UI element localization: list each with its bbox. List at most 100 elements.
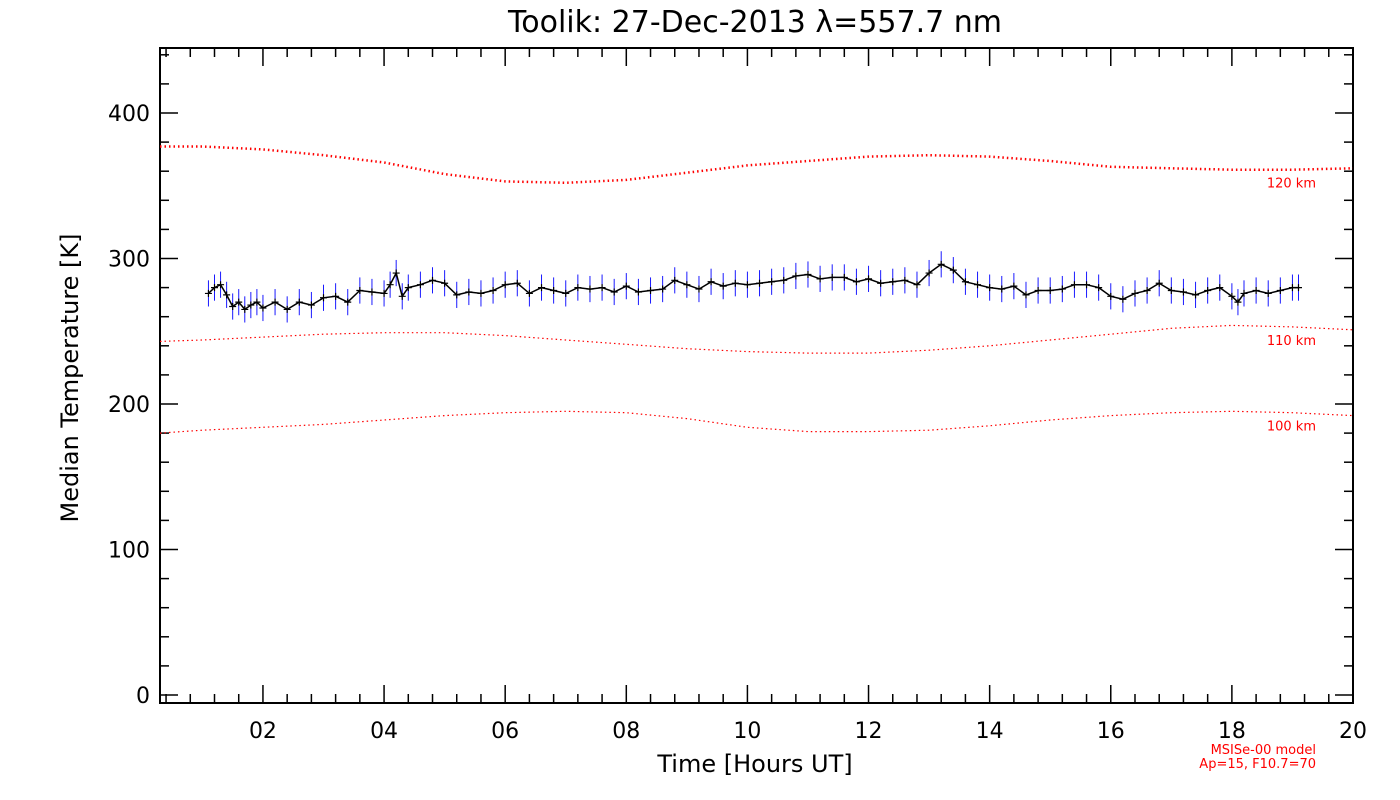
data-point	[211, 284, 219, 292]
model-note-line1: MSISe-00 model	[1211, 743, 1316, 758]
plot-frame	[159, 47, 1354, 704]
data-point	[295, 298, 303, 306]
data-point	[1119, 295, 1127, 303]
x-tick-label: 14	[976, 719, 1004, 744]
data-point	[368, 288, 376, 296]
model-curve	[159, 410, 1354, 434]
data-point	[780, 276, 788, 284]
data-point	[743, 281, 751, 289]
data-point	[398, 292, 406, 300]
data-point	[671, 276, 679, 284]
data-point	[792, 272, 800, 280]
x-axis-label: Time [Hours UT]	[656, 750, 852, 778]
y-tick-label: 400	[108, 102, 150, 127]
data-point	[386, 281, 394, 289]
data-point	[634, 288, 642, 296]
data-point	[477, 289, 485, 297]
data-point	[1155, 279, 1163, 287]
data-point	[865, 275, 873, 283]
data-point	[877, 279, 885, 287]
x-tick-label: 10	[733, 719, 761, 744]
data-point	[840, 273, 848, 281]
y-tick-label: 300	[108, 248, 150, 273]
data-point	[949, 266, 957, 274]
data-point	[828, 273, 836, 281]
data-point	[465, 288, 473, 296]
data-point	[986, 284, 994, 292]
data-point	[217, 281, 225, 289]
data-point	[586, 285, 594, 293]
data-point	[283, 305, 291, 313]
model-curve-label: 110 km	[1267, 334, 1316, 349]
data-point	[1234, 298, 1242, 306]
data-point	[356, 287, 364, 295]
x-tick-label: 08	[612, 719, 640, 744]
data-point	[1288, 284, 1296, 292]
data-point	[241, 305, 249, 313]
data-point	[259, 304, 267, 312]
data-point	[1107, 292, 1115, 300]
x-axis-ticks: 02 04 06 08 10 12 14 16 18 20	[165, 48, 1367, 744]
data-point	[974, 281, 982, 289]
model-curve-label: 120 km	[1267, 177, 1316, 192]
x-tick-label: 02	[249, 719, 277, 744]
x-tick-label: 12	[855, 719, 883, 744]
data-point	[1216, 284, 1224, 292]
data-point	[229, 303, 237, 311]
data-point	[998, 285, 1006, 293]
model-curve	[159, 324, 1354, 354]
data-point	[271, 298, 279, 306]
data-point	[719, 282, 727, 290]
model-curves: 120 km 110 km 100 km	[159, 145, 1354, 435]
data-point	[441, 279, 449, 287]
y-tick-label: 0	[136, 684, 150, 709]
data-point	[1070, 281, 1078, 289]
data-point	[804, 271, 812, 279]
data-point	[1022, 291, 1030, 299]
data-point	[1240, 289, 1248, 297]
data-point	[1143, 287, 1151, 295]
data-point	[901, 276, 909, 284]
data-point	[429, 276, 437, 284]
data-point	[513, 279, 521, 287]
data-point	[647, 287, 655, 295]
y-tick-label: 100	[108, 539, 150, 564]
data-point	[1192, 291, 1200, 299]
data-point	[392, 269, 400, 277]
x-tick-label: 06	[491, 719, 519, 744]
x-tick-label: 20	[1339, 719, 1367, 744]
data-point	[247, 301, 255, 309]
data-point	[253, 298, 261, 306]
data-point	[731, 279, 739, 287]
data-point	[695, 285, 703, 293]
data-point	[1179, 288, 1187, 296]
model-curve-label: 100 km	[1267, 420, 1316, 435]
data-point	[1167, 287, 1175, 295]
data-point	[1034, 287, 1042, 295]
data-point	[756, 279, 764, 287]
data-point	[1131, 289, 1139, 297]
data-point	[538, 284, 546, 292]
data-point	[1083, 281, 1091, 289]
data-point	[1252, 287, 1260, 295]
data-point	[550, 287, 558, 295]
data-point	[925, 269, 933, 277]
x-tick-label: 04	[370, 719, 398, 744]
data-point	[562, 289, 570, 297]
model-note-line2: Ap=15, F10.7=70	[1199, 757, 1316, 772]
y-axis-label: Median Temperature [K]	[56, 233, 84, 522]
data-point	[574, 284, 582, 292]
data-point	[961, 278, 969, 286]
data-point	[598, 284, 606, 292]
data-point	[416, 281, 424, 289]
data-point	[913, 281, 921, 289]
data-point	[622, 282, 630, 290]
data-point	[1010, 282, 1018, 290]
data-point	[332, 292, 340, 300]
y-tick-label: 200	[108, 393, 150, 418]
data-point	[683, 281, 691, 289]
data-point	[453, 291, 461, 299]
data-point	[852, 278, 860, 286]
data-point	[1095, 284, 1103, 292]
